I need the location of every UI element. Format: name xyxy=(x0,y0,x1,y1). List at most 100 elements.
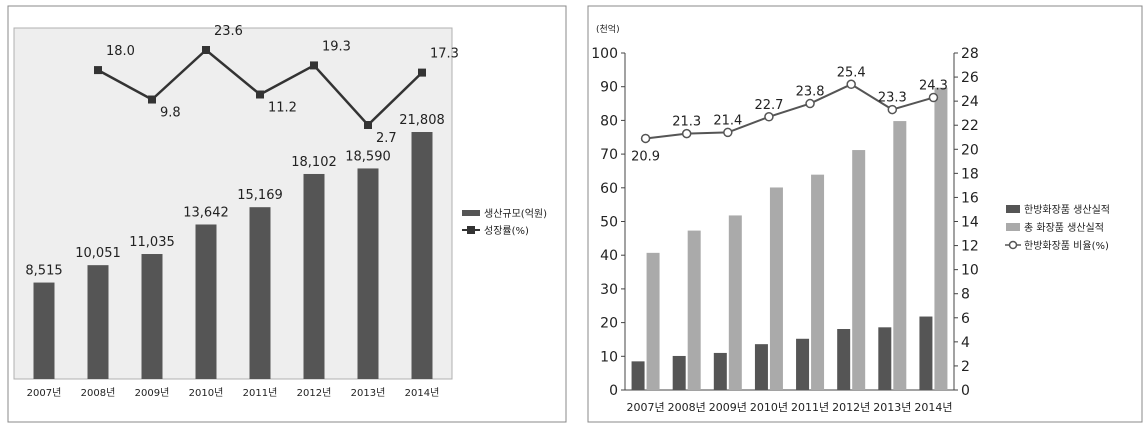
herbal-production-bar xyxy=(672,355,686,390)
y-right-tick-label: 18 xyxy=(961,166,979,182)
y-right-tick-label: 10 xyxy=(961,263,979,279)
production-bar xyxy=(87,265,109,379)
x-tick-label: 2007년 xyxy=(627,401,665,414)
total-production-bar xyxy=(811,174,825,390)
herbal-ratio-point xyxy=(928,92,939,103)
herbal-production-bar xyxy=(878,327,892,390)
herbal-ratio-point xyxy=(805,98,815,109)
growth-rate-label: 23.6 xyxy=(214,24,243,39)
legend-marker-growth xyxy=(467,226,475,234)
herbal-production-bar xyxy=(919,316,933,390)
herbal-ratio-point xyxy=(887,104,898,115)
y-left-tick-label: 80 xyxy=(600,113,618,129)
y-left-tick-label: 100 xyxy=(591,46,618,62)
total-production-bar xyxy=(934,87,948,390)
growth-rate-label: 18.0 xyxy=(106,44,135,59)
growth-rate-point xyxy=(418,68,426,77)
x-tick-label: 2010년 xyxy=(189,387,224,399)
growth-rate-point xyxy=(148,95,156,104)
herbal-production-bar xyxy=(796,338,810,390)
x-tick-label: 2011년 xyxy=(243,387,278,399)
growth-rate-label: 11.2 xyxy=(268,100,297,115)
total-production-bar xyxy=(687,230,701,390)
herbal-ratio-label: 21.4 xyxy=(713,113,742,128)
y-left-tick-label: 60 xyxy=(600,181,618,197)
x-tick-label: 2009년 xyxy=(709,401,747,414)
x-tick-label: 2010년 xyxy=(750,401,788,414)
herbal-ratio-label: 25.4 xyxy=(837,65,866,80)
x-tick-label: 2014년 xyxy=(914,401,952,414)
x-tick-label: 2012년 xyxy=(832,401,870,414)
bar-value-label: 13,642 xyxy=(183,205,229,220)
x-tick-label: 2007년 xyxy=(27,387,62,399)
y-right-tick-label: 12 xyxy=(961,239,979,255)
growth-rate-label: 17.3 xyxy=(430,47,459,62)
y-right-tick-label: 24 xyxy=(961,94,979,110)
bar-value-label: 21,808 xyxy=(399,113,445,128)
growth-rate-point xyxy=(310,61,318,70)
x-tick-label: 2014년 xyxy=(405,387,440,399)
production-bar xyxy=(195,224,217,379)
herbal-ratio-label: 24.3 xyxy=(919,79,948,94)
herbal-ratio-label: 22.7 xyxy=(754,98,783,113)
growth-rate-point xyxy=(256,90,264,99)
bar-value-label: 18,102 xyxy=(291,155,337,170)
x-tick-label: 2008년 xyxy=(668,401,706,414)
y-right-tick-label: 28 xyxy=(961,46,979,62)
y-left-tick-label: 40 xyxy=(600,248,618,264)
y-left-tick-label: 50 xyxy=(600,215,618,231)
growth-chart: 8,515 2007년 10,051 2008년 11,035 2009년 13,642 20… xyxy=(7,5,567,423)
herbal-ratio-label: 20.9 xyxy=(631,149,660,164)
y-right-tick-label: 20 xyxy=(961,142,979,158)
y-right-tick-label: 6 xyxy=(961,311,970,327)
y-right-tick-label: 2 xyxy=(961,359,970,375)
x-tick-label: 2013년 xyxy=(351,387,386,399)
bar-value-label: 10,051 xyxy=(75,246,121,261)
growth-rate-label: 19.3 xyxy=(322,39,351,54)
production-bar xyxy=(303,173,325,379)
legend-marker-ratio xyxy=(1008,240,1018,250)
total-production-bar xyxy=(769,187,783,390)
herbal-production-bar xyxy=(837,329,851,390)
herbal-ratio-line xyxy=(645,83,934,140)
y-right-tick-label: 16 xyxy=(961,190,979,206)
x-tick-label: 2011년 xyxy=(791,401,829,414)
legend-label-growth: 성장률(%) xyxy=(484,225,529,237)
herbal-ratio-label: 23.8 xyxy=(796,85,825,100)
right-chart-panel: (천억) 0 10 20 30 40 50 60 70 80 90 100 0 2 4 6 8 10 12 14 16 1… xyxy=(584,0,1147,427)
legend-label-production: 생산규모(억원) xyxy=(484,208,547,220)
y-left-tick-label: 0 xyxy=(609,383,618,399)
herbal-ratio-label: 21.3 xyxy=(672,115,701,130)
bar-value-label: 18,590 xyxy=(345,149,391,164)
x-tick-label: 2012년 xyxy=(297,387,332,399)
growth-rate-point xyxy=(202,46,210,54)
y-left-tick-label: 70 xyxy=(600,147,618,163)
x-tick-label: 2009년 xyxy=(135,387,170,399)
herbal-production-bar xyxy=(754,344,768,390)
legend-swatch-total xyxy=(1006,223,1020,231)
y-left-tick-label: 30 xyxy=(600,282,618,298)
growth-rate-point xyxy=(94,66,102,75)
production-bar xyxy=(141,254,163,379)
herbal-ratio-point xyxy=(681,128,692,139)
herbal-ratio-point xyxy=(723,127,733,138)
growth-rate-point xyxy=(364,121,372,129)
herbal-ratio-label: 23.3 xyxy=(878,91,907,106)
production-bar xyxy=(357,168,379,379)
y-axis-unit-label: (천억) xyxy=(596,23,620,35)
total-production-bar xyxy=(728,215,742,390)
y-right-tick-label: 0 xyxy=(961,383,970,399)
bar-value-label: 11,035 xyxy=(129,235,175,250)
y-right-tick-label: 14 xyxy=(961,215,979,231)
herbal-production-bar xyxy=(713,352,727,390)
total-production-bar xyxy=(852,150,866,390)
plot-background xyxy=(13,27,453,380)
left-chart-panel: 8,515 2007년 10,051 2008년 11,035 2009년 13,642 20… xyxy=(7,5,567,423)
legend-label-herbal: 한방화장품 생산실적 xyxy=(1024,204,1110,216)
y-right-tick-label: 4 xyxy=(961,335,970,351)
legend-label-total: 총 화장품 생산실적 xyxy=(1024,222,1104,234)
y-right-tick-label: 26 xyxy=(961,70,979,86)
production-bar xyxy=(249,207,271,379)
y-left-tick-label: 90 xyxy=(600,80,618,96)
legend-label-ratio: 한방화장품 비율(%) xyxy=(1024,240,1109,252)
